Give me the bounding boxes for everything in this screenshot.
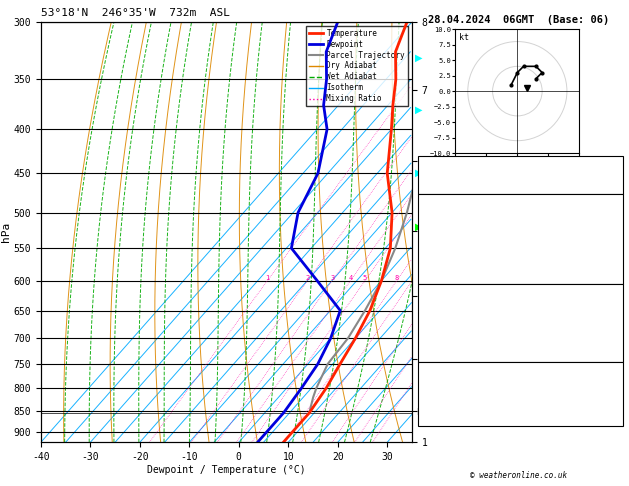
- Text: 0: 0: [614, 275, 620, 284]
- Text: Temp (°C): Temp (°C): [421, 210, 470, 219]
- Text: 53: 53: [609, 172, 620, 181]
- X-axis label: Dewpoint / Temperature (°C): Dewpoint / Temperature (°C): [147, 465, 306, 475]
- Y-axis label: hPa: hPa: [1, 222, 11, 242]
- Text: StmSpd (kt): StmSpd (kt): [421, 417, 481, 425]
- Text: Most Unstable: Most Unstable: [486, 288, 555, 296]
- Text: ▶: ▶: [415, 168, 423, 178]
- Text: 1: 1: [265, 275, 269, 280]
- Text: CIN (J): CIN (J): [421, 275, 459, 284]
- Text: © weatheronline.co.uk: © weatheronline.co.uk: [470, 471, 567, 480]
- Y-axis label: km
ASL: km ASL: [430, 223, 452, 241]
- Text: 5: 5: [363, 275, 367, 280]
- Text: 28.04.2024  06GMT  (Base: 06): 28.04.2024 06GMT (Base: 06): [428, 15, 610, 25]
- Text: 53°18'N  246°35'W  732m  ASL: 53°18'N 246°35'W 732m ASL: [41, 8, 230, 18]
- Text: Mixing Ratio (g/kg): Mixing Ratio (g/kg): [423, 185, 432, 279]
- Text: LCL: LCL: [416, 408, 431, 417]
- Legend: Temperature, Dewpoint, Parcel Trajectory, Dry Adiabat, Wet Adiabat, Isotherm, Mi: Temperature, Dewpoint, Parcel Trajectory…: [306, 26, 408, 106]
- Text: 0: 0: [614, 326, 620, 335]
- Text: Hodograph: Hodograph: [496, 365, 545, 374]
- Text: 162: 162: [603, 378, 620, 387]
- Text: 0: 0: [614, 262, 620, 271]
- Text: 4: 4: [348, 275, 353, 280]
- Text: EH: EH: [421, 378, 432, 387]
- Text: kt: kt: [459, 33, 469, 42]
- Text: 3: 3: [330, 275, 335, 280]
- Text: StmDir: StmDir: [421, 403, 454, 413]
- Text: SREH: SREH: [421, 391, 443, 399]
- Text: θᵉ(K): θᵉ(K): [421, 236, 448, 245]
- Text: ▶: ▶: [415, 52, 423, 63]
- Text: 130: 130: [603, 391, 620, 399]
- Text: CIN (J): CIN (J): [421, 352, 459, 361]
- Text: 55: 55: [609, 352, 620, 361]
- Text: 2: 2: [305, 275, 309, 280]
- Text: K: K: [421, 159, 427, 168]
- Text: PW (cm): PW (cm): [421, 185, 459, 193]
- Text: ▶: ▶: [415, 105, 423, 115]
- Text: 9: 9: [614, 210, 620, 219]
- Text: 8: 8: [394, 275, 399, 280]
- Text: 243°: 243°: [598, 403, 620, 413]
- Text: 3: 3: [614, 249, 620, 258]
- Text: Lifted Index: Lifted Index: [421, 326, 486, 335]
- Text: Totals Totals: Totals Totals: [421, 172, 491, 181]
- Text: 304: 304: [603, 236, 620, 245]
- Text: 800: 800: [603, 300, 620, 310]
- Text: 3.8: 3.8: [603, 223, 620, 232]
- Text: CAPE (J): CAPE (J): [421, 339, 464, 348]
- Text: Pressure (mb): Pressure (mb): [421, 300, 491, 310]
- Text: Dewp (°C): Dewp (°C): [421, 223, 470, 232]
- Text: Lifted Index: Lifted Index: [421, 249, 486, 258]
- Text: 2: 2: [614, 339, 620, 348]
- Text: 24: 24: [609, 159, 620, 168]
- Text: Surface: Surface: [502, 197, 539, 207]
- Text: θᵉ (K): θᵉ (K): [421, 313, 454, 322]
- Text: 307: 307: [603, 313, 620, 322]
- Text: 1.35: 1.35: [598, 185, 620, 193]
- Text: ▶: ▶: [415, 222, 423, 232]
- Text: 11: 11: [609, 417, 620, 425]
- Text: CAPE (J): CAPE (J): [421, 262, 464, 271]
